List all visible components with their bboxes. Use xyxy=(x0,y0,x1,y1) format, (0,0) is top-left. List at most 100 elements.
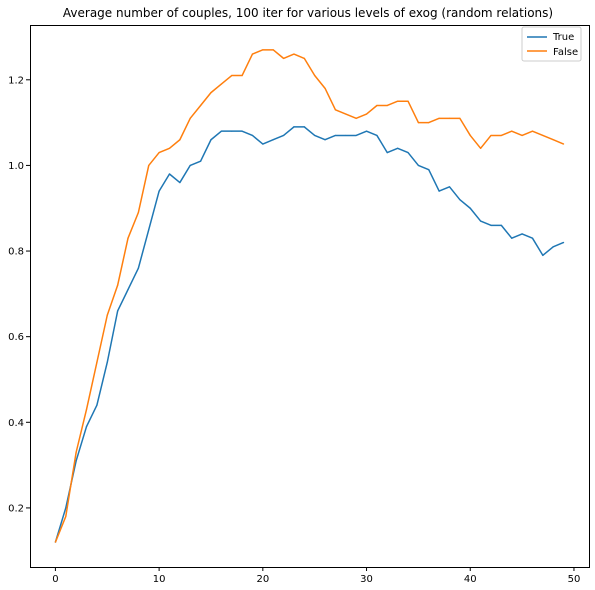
y-tick-label: 0.2 xyxy=(8,503,24,514)
data-point-true xyxy=(148,229,150,231)
data-point-false xyxy=(314,74,316,77)
data-point-false xyxy=(231,74,233,77)
data-point-true xyxy=(511,237,513,239)
data-point-false xyxy=(200,104,202,107)
data-point-true xyxy=(241,130,243,132)
data-point-true xyxy=(65,507,67,509)
data-point-false xyxy=(241,74,243,77)
data-point-false xyxy=(96,361,98,363)
data-point-false xyxy=(189,117,191,119)
plot-frame xyxy=(30,25,590,568)
data-point-false xyxy=(168,147,171,149)
data-point-false xyxy=(272,49,274,51)
data-point-false xyxy=(148,164,150,167)
data-point-false xyxy=(262,49,264,51)
x-tick-label: 40 xyxy=(464,574,477,585)
data-point-false xyxy=(397,100,399,102)
data-point-true xyxy=(324,139,326,141)
data-point-false xyxy=(293,53,295,55)
data-point-true xyxy=(262,143,264,145)
data-point-true xyxy=(459,199,461,201)
x-tick-label: 10 xyxy=(153,574,166,585)
data-point-false xyxy=(542,134,544,137)
series-layer xyxy=(54,49,565,543)
data-point-true xyxy=(158,190,160,192)
data-point-true xyxy=(179,181,181,184)
data-point-false xyxy=(459,117,461,119)
y-axis: 0.2 0.4 0.6 0.8 1.0 1.2 xyxy=(8,75,30,514)
data-point-true xyxy=(562,241,565,244)
data-point-true xyxy=(168,173,171,175)
data-point-true xyxy=(365,130,368,132)
data-point-false xyxy=(521,134,523,137)
data-point-false xyxy=(179,139,181,141)
data-point-true xyxy=(428,169,430,171)
legend-label-false: False xyxy=(553,47,578,58)
data-point-true xyxy=(376,134,378,137)
data-point-false xyxy=(355,117,357,119)
data-point-false xyxy=(376,104,378,107)
data-point-false xyxy=(282,57,285,59)
data-point-false xyxy=(75,451,77,453)
data-point-true xyxy=(438,190,440,192)
data-point-true xyxy=(272,139,274,141)
data-point-true xyxy=(314,134,316,137)
x-tick-label: 0 xyxy=(52,574,58,585)
x-tick-label: 20 xyxy=(256,574,269,585)
data-point-true xyxy=(334,134,337,137)
data-point-true xyxy=(106,361,108,363)
data-point-true xyxy=(293,126,295,128)
data-point-false xyxy=(334,109,337,111)
series-line-false xyxy=(54,49,564,543)
data-point-false xyxy=(386,104,388,107)
y-tick-label: 1.0 xyxy=(8,161,24,172)
data-point-false xyxy=(428,122,430,124)
data-point-true xyxy=(448,186,451,188)
legend-label-true: True xyxy=(552,32,574,43)
data-point-true xyxy=(200,160,202,162)
data-point-false xyxy=(117,284,119,286)
data-point-false xyxy=(324,87,326,89)
y-tick-label: 0.4 xyxy=(8,418,24,429)
data-point-true xyxy=(531,237,534,239)
legend-box xyxy=(521,26,582,62)
data-point-true xyxy=(127,288,129,291)
data-point-true xyxy=(137,267,139,269)
data-point-true xyxy=(231,130,233,132)
data-point-true xyxy=(345,134,347,137)
data-point-false xyxy=(480,147,482,149)
data-point-false xyxy=(500,134,502,137)
data-point-true xyxy=(469,207,471,209)
data-point-false xyxy=(345,113,347,115)
data-point-false xyxy=(469,134,471,137)
data-point-false xyxy=(417,122,419,124)
data-point-false xyxy=(54,541,57,543)
data-point-false xyxy=(531,130,534,132)
data-point-false xyxy=(490,134,492,137)
data-point-true xyxy=(397,147,399,149)
x-tick-label: 50 xyxy=(568,574,581,585)
data-point-false xyxy=(365,113,368,115)
data-point-true xyxy=(386,151,388,154)
data-point-true xyxy=(490,224,492,226)
data-point-true xyxy=(220,130,222,132)
data-point-true xyxy=(251,134,254,137)
data-point-true xyxy=(521,233,523,235)
data-point-false xyxy=(438,117,440,119)
chart-title: Average number of couples, 100 iter for … xyxy=(63,6,553,20)
data-point-true xyxy=(96,404,98,406)
data-point-false xyxy=(106,314,108,316)
data-point-true xyxy=(189,164,191,167)
data-point-false xyxy=(562,143,565,145)
data-point-true xyxy=(500,224,502,226)
x-tick-label: 30 xyxy=(360,574,373,585)
data-point-true xyxy=(480,220,482,222)
data-point-true xyxy=(407,151,409,154)
data-point-false xyxy=(210,92,212,94)
data-point-true xyxy=(117,310,119,312)
y-tick-label: 0.8 xyxy=(8,247,24,258)
legend: True False xyxy=(521,26,582,62)
data-point-true xyxy=(355,134,357,137)
series-line-true xyxy=(54,126,564,543)
